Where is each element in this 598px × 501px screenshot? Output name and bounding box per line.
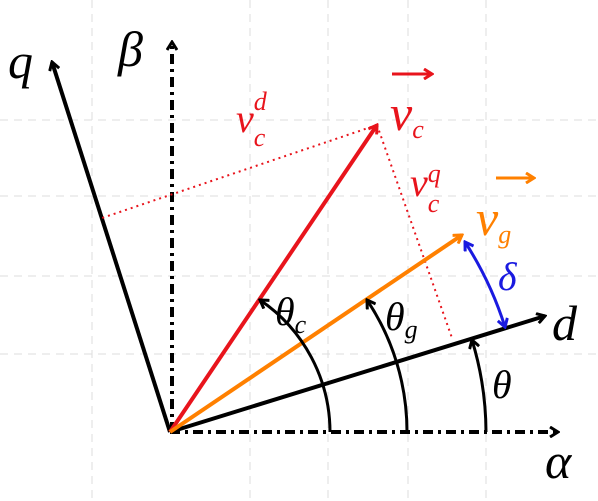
theta-arc — [472, 340, 488, 433]
delta-label: δ — [498, 254, 518, 299]
d-axis — [169, 316, 545, 434]
vg-base: v — [476, 190, 499, 246]
vc-sub: c — [412, 115, 424, 144]
beta-label: β — [117, 21, 143, 77]
vg-sub: g — [498, 220, 511, 249]
vcq-base: v — [410, 160, 428, 205]
theta-label: θ — [492, 362, 512, 407]
vg-label: vg — [476, 190, 511, 249]
theta-c-base: θ — [275, 289, 295, 334]
vcq-sup: q — [428, 159, 441, 188]
d-label: d — [552, 295, 578, 351]
vcd-base: v — [236, 96, 254, 141]
theta-c-arc — [260, 300, 332, 433]
theta-g-base: θ — [385, 294, 405, 339]
q-axis — [52, 62, 172, 433]
theta-c-sub: c — [295, 310, 307, 339]
q-projection — [376, 124, 453, 339]
vcq-sub: c — [428, 189, 440, 218]
vcd-sup: d — [254, 87, 268, 116]
theta-g-arc — [367, 300, 409, 433]
delta-arc — [465, 242, 505, 327]
d-projection — [101, 124, 378, 219]
q-label: q — [8, 33, 33, 89]
theta-g-sub: g — [405, 315, 418, 344]
vcd-label: vd c — [236, 87, 268, 152]
vc-label: vc — [390, 85, 424, 144]
theta-g-label: θg — [385, 294, 418, 344]
vcd-sub: c — [254, 123, 266, 152]
vcq-label: vq c — [410, 159, 441, 218]
vc-vector — [168, 125, 379, 434]
alpha-label: α — [545, 433, 573, 489]
vc-base: v — [390, 85, 413, 141]
theta-c-label: θc — [275, 289, 307, 339]
vg-vector — [168, 233, 462, 434]
